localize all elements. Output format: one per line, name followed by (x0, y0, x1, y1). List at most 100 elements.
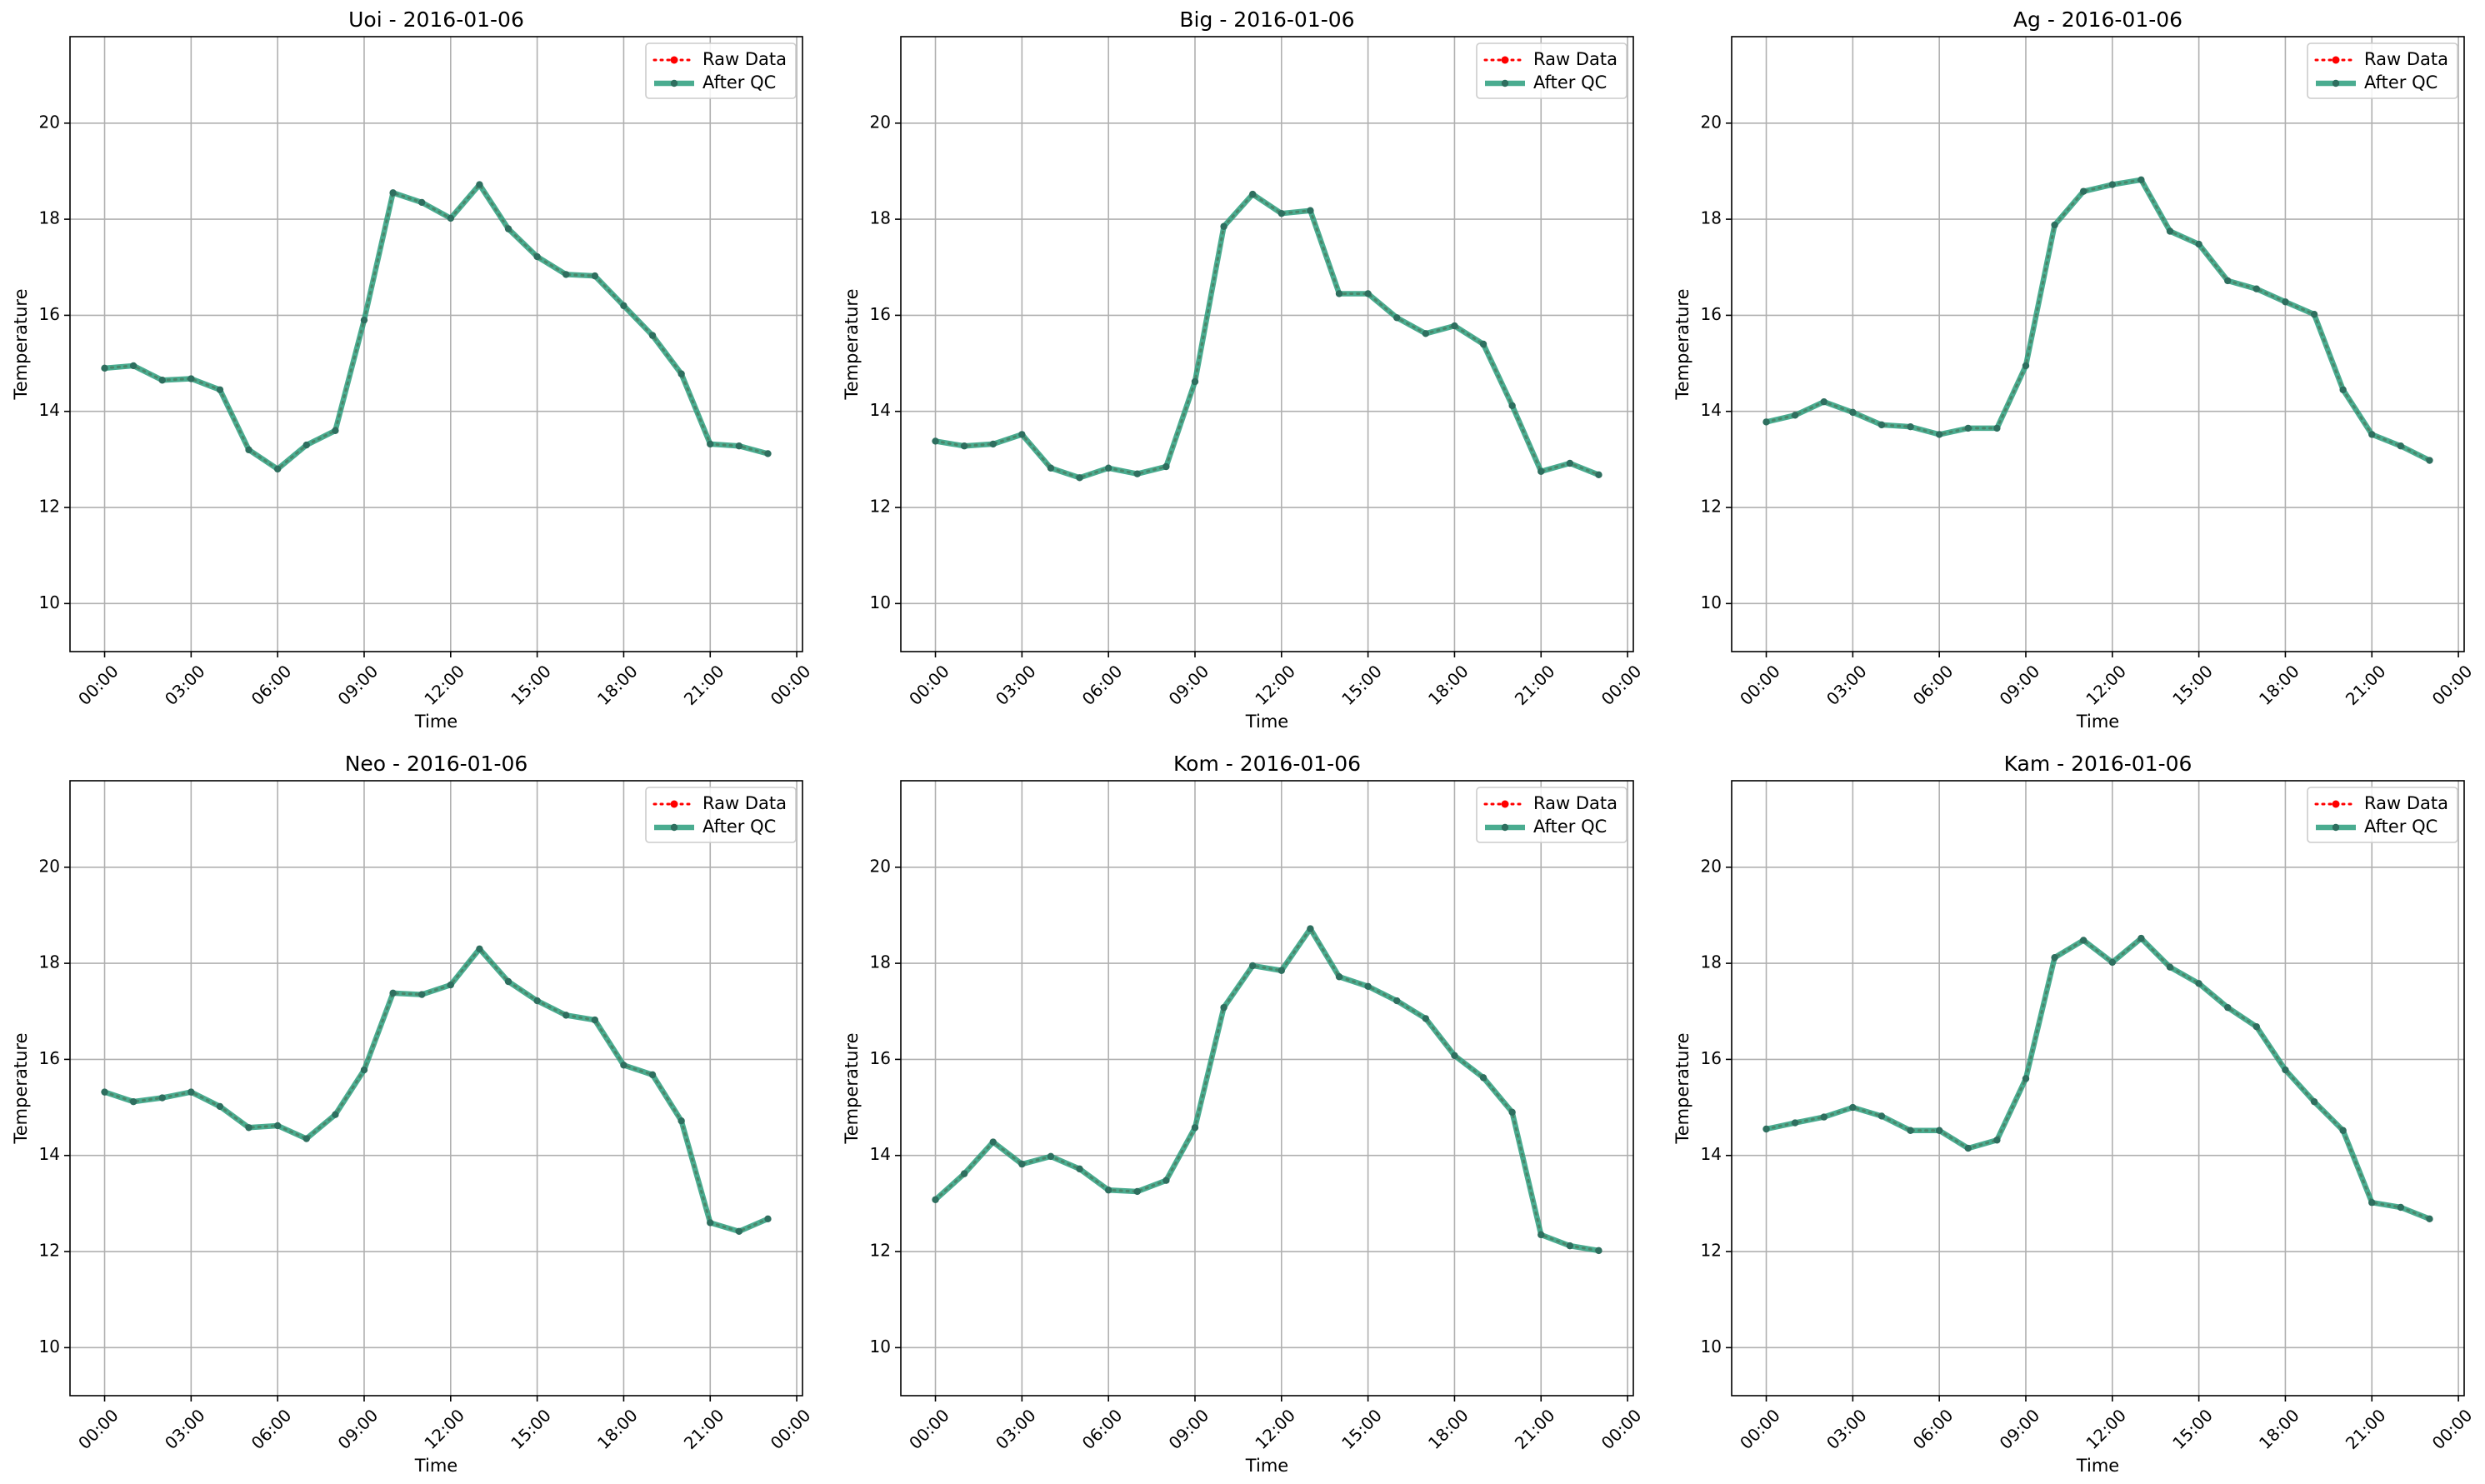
y-axis-label: Temperature (842, 1032, 862, 1144)
data-point (1566, 459, 1574, 467)
x-tick-label: 06:00 (248, 1405, 296, 1453)
x-tick-label: 18:00 (2255, 661, 2303, 709)
data-point (1508, 1108, 1516, 1117)
raw-data-line (103, 182, 769, 471)
data-point (1479, 340, 1488, 348)
y-tick-label: 18 (39, 208, 60, 228)
data-point (418, 198, 426, 207)
data-point (245, 446, 252, 454)
data-point (1479, 1074, 1488, 1082)
legend-qc-label: After QC (2364, 72, 2438, 92)
x-tick-label: 00:00 (74, 661, 122, 709)
data-point (1538, 1231, 1545, 1239)
x-axis-label: Time (414, 1456, 458, 1476)
y-tick-label: 12 (1701, 497, 1722, 517)
legend-qc-marker (2332, 823, 2340, 832)
after-qc-line (103, 946, 769, 1235)
legend-qc-label: After QC (1533, 72, 1607, 92)
data-point (418, 991, 426, 998)
data-point (2195, 980, 2202, 987)
after-qc-line (934, 191, 1600, 481)
data-point (273, 465, 282, 473)
data-point (2108, 181, 2117, 188)
y-tick-label: 12 (39, 497, 60, 517)
x-tick-label: 00:00 (1598, 1405, 1646, 1453)
data-point (1047, 1152, 1055, 1161)
legend-raw-label: Raw Data (702, 49, 787, 69)
data-point (302, 441, 310, 449)
x-tick-label: 03:00 (992, 661, 1040, 709)
data-point (447, 981, 455, 989)
data-point (932, 1196, 939, 1203)
data-point (1422, 1015, 1430, 1022)
data-point (1964, 424, 1972, 432)
data-point (620, 1062, 628, 1069)
data-point (562, 1012, 570, 1019)
data-point (2426, 1215, 2433, 1223)
x-tick-label: 12:00 (2082, 661, 2130, 709)
y-tick-label: 12 (1701, 1241, 1722, 1261)
data-point (2252, 1023, 2261, 1031)
x-tick-label: 00:00 (2428, 1405, 2477, 1453)
data-point (2166, 963, 2174, 971)
data-point (562, 271, 570, 278)
x-tick-label: 06:00 (1909, 661, 1958, 709)
data-point (648, 1071, 657, 1079)
axes-frame (1731, 780, 2465, 1397)
data-point (2138, 934, 2145, 942)
y-tick-label: 20 (1701, 112, 1722, 132)
data-point (2138, 176, 2145, 184)
data-point (504, 977, 512, 986)
data-point (389, 989, 397, 997)
data-point (1307, 207, 1314, 214)
data-point (1393, 314, 1401, 322)
x-tick-label: 15:00 (2168, 1405, 2217, 1453)
data-point (1878, 1112, 1886, 1120)
y-tick-label: 10 (39, 1337, 60, 1357)
data-point (1076, 1165, 1083, 1173)
data-point (1566, 1242, 1574, 1250)
legend-raw-marker (1501, 800, 1509, 808)
data-point (216, 386, 224, 393)
data-point (1907, 422, 1914, 431)
data-point (1595, 471, 1602, 479)
data-point (2339, 386, 2347, 393)
raw-data-line (934, 192, 1600, 479)
data-point (1364, 982, 1372, 990)
data-point (2397, 1203, 2405, 1212)
data-point (1335, 973, 1343, 981)
data-point (1820, 1113, 1828, 1121)
data-point (533, 997, 541, 1005)
data-point (1104, 464, 1112, 472)
data-point (678, 1117, 685, 1125)
data-point (2108, 958, 2117, 967)
legend-raw-label: Raw Data (1533, 793, 1618, 813)
y-tick-label: 14 (1701, 400, 1722, 420)
data-point (1335, 290, 1343, 297)
data-point (2166, 227, 2174, 235)
x-tick-label: 06:00 (1078, 1405, 1127, 1453)
data-point (1220, 222, 1228, 230)
data-point (591, 1016, 599, 1024)
x-tick-label: 00:00 (1598, 661, 1646, 709)
data-point (2282, 1066, 2289, 1074)
x-tick-label: 09:00 (1996, 1405, 2044, 1453)
x-tick-label: 18:00 (593, 661, 642, 709)
data-point (2368, 1199, 2376, 1207)
y-tick-label: 16 (39, 304, 60, 324)
legend-qc-marker (1501, 823, 1509, 832)
data-point (1047, 464, 1055, 472)
x-tick-label: 12:00 (420, 661, 468, 709)
legend-raw-label: Raw Data (2364, 49, 2448, 69)
y-tick-label: 14 (39, 400, 60, 420)
legend-qc-label: After QC (702, 817, 776, 837)
raw-data-line (1765, 937, 2431, 1221)
data-point (960, 442, 968, 450)
data-point (216, 1102, 224, 1111)
raw-data-line (934, 926, 1600, 1252)
data-point (1133, 470, 1141, 477)
y-tick-label: 18 (870, 208, 891, 228)
data-point (2426, 457, 2433, 464)
y-tick-label: 14 (870, 400, 891, 420)
chart-title: Big - 2016-01-06 (1179, 7, 1354, 32)
